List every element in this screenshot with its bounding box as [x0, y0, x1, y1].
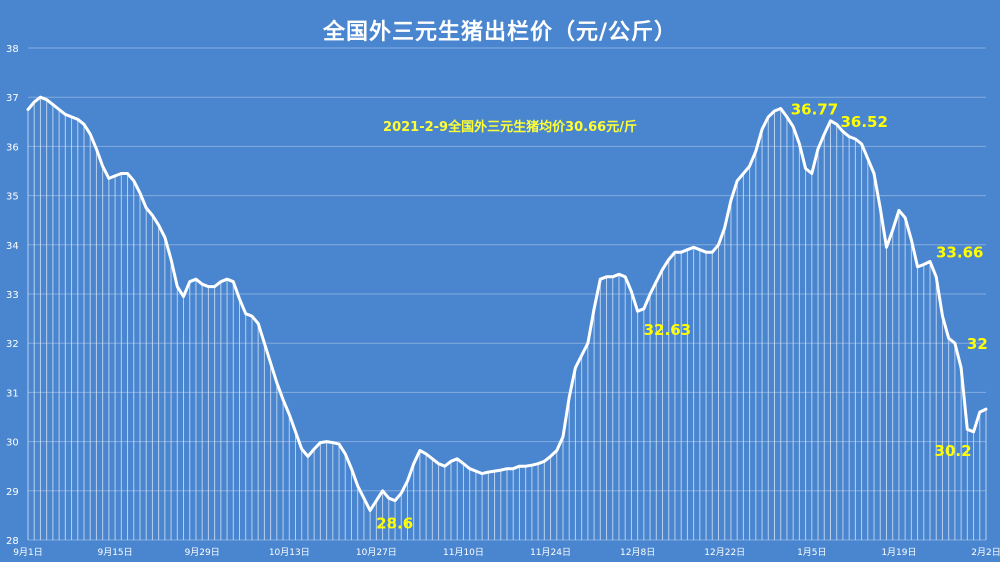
- data-label: 32.63: [644, 321, 691, 339]
- data-label: 28.6: [376, 514, 413, 532]
- y-tick-label: 33: [6, 290, 19, 301]
- x-tick-label: 12月8日: [620, 547, 655, 558]
- x-tick-label: 10月27日: [356, 547, 397, 558]
- y-tick-label: 30: [6, 438, 19, 449]
- x-tick-label: 11月24日: [530, 547, 571, 558]
- y-tick-label: 32: [6, 339, 19, 350]
- x-tick-label: 9月1日: [13, 547, 42, 558]
- x-tick-label: 10月13日: [269, 547, 310, 558]
- x-tick-label: 9月15日: [97, 547, 132, 558]
- y-tick-label: 37: [6, 93, 19, 104]
- y-tick-label: 36: [6, 142, 19, 153]
- y-tick-label: 28: [6, 536, 19, 547]
- data-label: 36.52: [840, 113, 887, 131]
- x-tick-label: 1月19日: [881, 547, 916, 558]
- x-tick-label: 2月2日: [971, 547, 1000, 558]
- data-label: 32: [967, 335, 988, 353]
- chart-title: 全国外三元生猪出栏价（元/公斤）: [322, 20, 678, 45]
- y-tick-label: 38: [6, 44, 19, 55]
- x-tick-label: 9月29日: [185, 547, 220, 558]
- price-series-line: [26, 95, 988, 512]
- y-tick-label: 35: [6, 192, 19, 203]
- data-label: 30.2: [935, 442, 972, 460]
- x-tick-label: 1月5日: [797, 547, 826, 558]
- data-label: 33.66: [936, 244, 983, 262]
- data-label: 36.77: [791, 101, 838, 119]
- x-tick-label: 12月22日: [704, 547, 745, 558]
- chart-annotation: 2021-2-9全国外三元生猪均价30.66元/斤: [383, 120, 637, 135]
- x-tick-label: 11月10日: [443, 547, 484, 558]
- y-tick-label: 29: [6, 487, 19, 498]
- y-tick-label: 34: [6, 241, 19, 252]
- y-tick-label: 31: [6, 388, 19, 399]
